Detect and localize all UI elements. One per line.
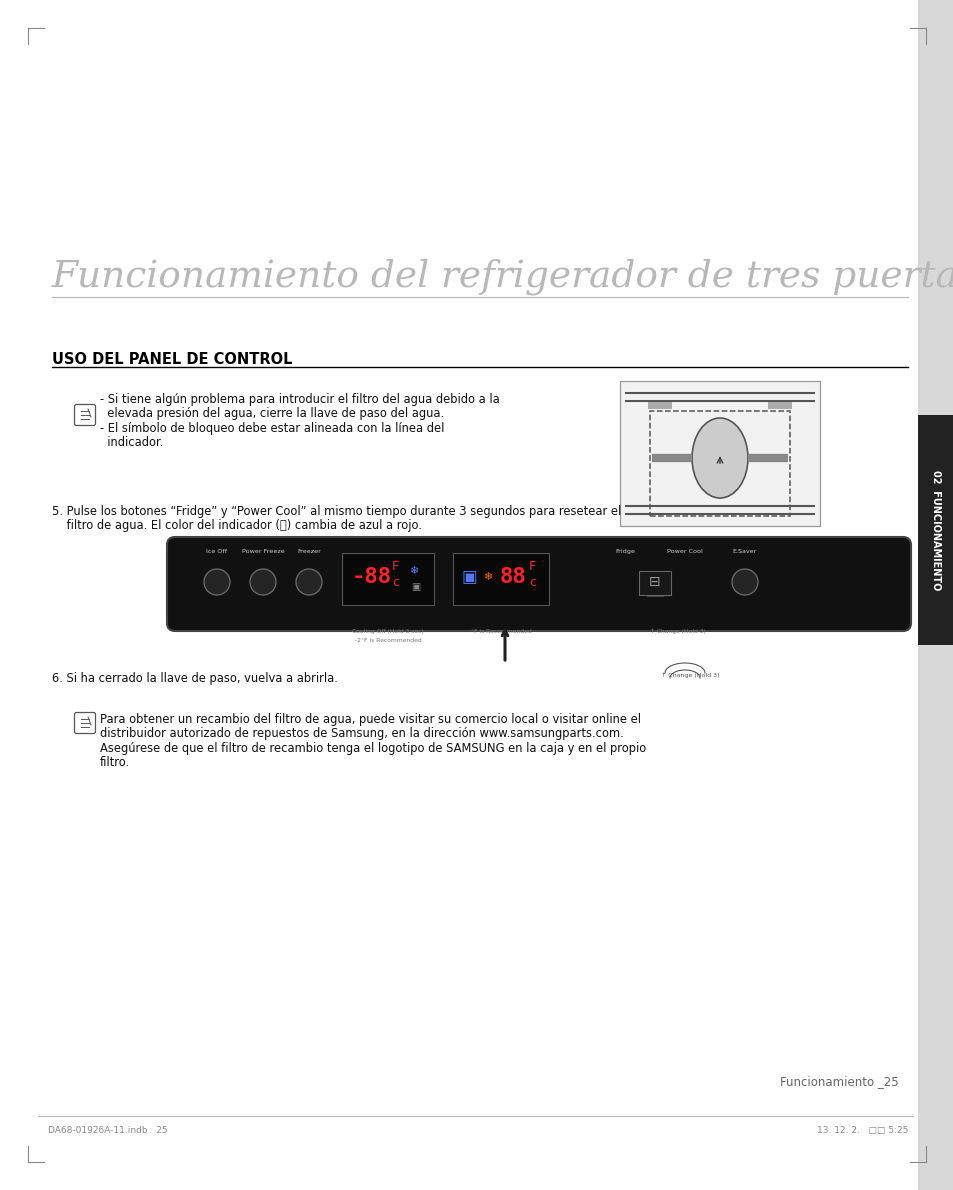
Bar [917, 415, 953, 645]
Text: distribuidor autorizado de repuestos de Samsung, en la dirección www.samsungpart: distribuidor autorizado de repuestos de … [100, 727, 623, 740]
Text: Freezer: Freezer [296, 549, 320, 555]
Bar [619, 381, 820, 526]
Text: 88: 88 [499, 566, 526, 587]
Text: - El símbolo de bloqueo debe estar alineada con la línea del: - El símbolo de bloqueo debe estar aline… [100, 422, 444, 436]
Text: filtro.: filtro. [100, 757, 130, 770]
Text: ❄: ❄ [482, 572, 492, 582]
Text: Funcionamiento _25: Funcionamiento _25 [780, 1075, 898, 1088]
Text: -2°F is Recommended: -2°F is Recommended [355, 638, 421, 643]
Text: F: F [392, 560, 398, 574]
Text: Power Freeze: Power Freeze [241, 549, 284, 555]
FancyBboxPatch shape [74, 713, 95, 733]
Bar [453, 553, 548, 605]
Text: Power Cool: Power Cool [666, 549, 702, 555]
Text: c: c [529, 576, 536, 589]
Text: Fridge: Fridge [615, 549, 635, 555]
Text: Asegúrese de que el filtro de recambio tenga el logotipo de SAMSUNG en la caja y: Asegúrese de que el filtro de recambio t… [100, 743, 645, 754]
Circle shape [204, 569, 230, 595]
FancyBboxPatch shape [639, 571, 670, 595]
Text: ↑ Change (Hold 3): ↑ Change (Hold 3) [660, 674, 719, 678]
Bar [767, 401, 791, 409]
Ellipse shape [691, 418, 747, 497]
Text: Ice Off: Ice Off [206, 549, 228, 555]
Text: USO DEL PANEL DE CONTROL: USO DEL PANEL DE CONTROL [52, 352, 293, 367]
Text: ▣: ▣ [461, 568, 477, 585]
Text: Para obtener un recambio del filtro de agua, puede visitar su comercio local o v: Para obtener un recambio del filtro de a… [100, 713, 640, 726]
Text: filtro de agua. El color del indicador (⎕) cambia de azul a rojo.: filtro de agua. El color del indicador (… [52, 520, 421, 532]
Text: -88: -88 [352, 566, 392, 587]
Bar [649, 411, 789, 516]
Circle shape [250, 569, 275, 595]
Text: ▣: ▣ [411, 582, 420, 591]
Text: DA68-01926A-11.indb   25: DA68-01926A-11.indb 25 [48, 1126, 168, 1135]
Text: ❄: ❄ [409, 566, 418, 576]
Text: ↑ Change (Hold 3): ↑ Change (Hold 3) [649, 630, 705, 634]
Text: 6. Si ha cerrado la llave de paso, vuelva a abrirla.: 6. Si ha cerrado la llave de paso, vuelv… [52, 672, 337, 685]
Circle shape [295, 569, 322, 595]
Text: Cooling Off (Hold 3 sec): Cooling Off (Hold 3 sec) [352, 630, 423, 634]
Bar [917, 0, 953, 1190]
Text: F: F [529, 560, 536, 574]
Circle shape [731, 569, 758, 595]
Text: °F is Recommended: °F is Recommended [470, 630, 531, 634]
Text: elevada presión del agua, cierre la llave de paso del agua.: elevada presión del agua, cierre la llav… [100, 407, 444, 420]
Text: - Si tiene algún problema para introducir el filtro del agua debido a la: - Si tiene algún problema para introduci… [100, 393, 499, 406]
FancyBboxPatch shape [74, 405, 95, 426]
Text: c: c [392, 576, 398, 589]
Text: 02  FUNCIONAMIENTO: 02 FUNCIONAMIENTO [930, 470, 940, 590]
Bar [341, 553, 434, 605]
Text: ⊟: ⊟ [648, 575, 660, 589]
Text: E.Saver: E.Saver [732, 549, 757, 555]
Text: indicador.: indicador. [100, 437, 163, 450]
FancyBboxPatch shape [167, 537, 910, 631]
Text: Funcionamiento del refrigerador de tres puertas: Funcionamiento del refrigerador de tres … [52, 258, 953, 295]
Text: 5. Pulse los botones “Fridge” y “Power Cool” al mismo tiempo durante 3 segundos : 5. Pulse los botones “Fridge” y “Power C… [52, 505, 620, 518]
Bar [647, 401, 671, 409]
Text: 13. 12. 2.   □□ 5:25: 13. 12. 2. □□ 5:25 [816, 1126, 907, 1135]
